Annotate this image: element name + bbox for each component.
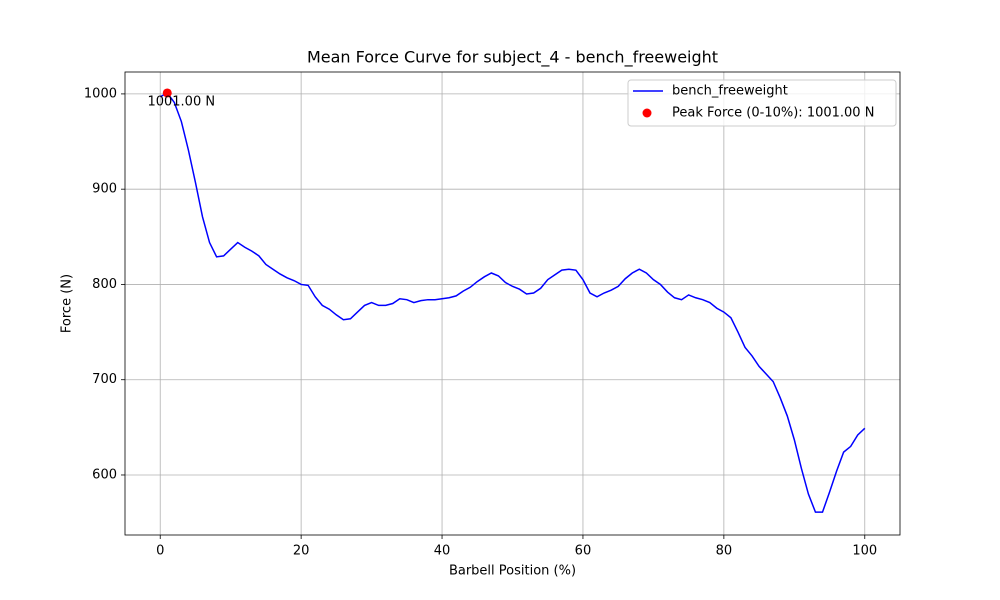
data-line: [159, 91, 866, 513]
y-tick-label: 1000: [84, 86, 117, 101]
legend-label: bench_freeweight: [672, 84, 788, 99]
x-axis-label: Barbell Position (%): [449, 564, 576, 579]
plot-frame: [124, 71, 901, 536]
y-tick-label: 800: [92, 277, 117, 292]
data-point: [162, 88, 172, 98]
y-tick-label: 700: [92, 372, 117, 387]
x-tick-label: 60: [575, 544, 592, 559]
x-tick-label: 20: [293, 544, 310, 559]
y-tick-label: 600: [92, 467, 117, 482]
legend-box: [627, 79, 897, 127]
x-tick-label: 40: [434, 544, 451, 559]
chart-title: Mean Force Curve for subject_4 - bench_f…: [307, 48, 718, 68]
legend-label: Peak Force (0-10%): 1001.00 N: [672, 106, 874, 121]
x-tick-label: 80: [716, 544, 733, 559]
y-tick-label: 900: [92, 182, 117, 197]
x-tick-label: 100: [852, 544, 877, 559]
y-axis-label: Force (N): [60, 274, 75, 333]
annotation: 1001.00 N: [147, 94, 215, 109]
x-tick-label: 0: [156, 544, 164, 559]
legend-swatch: [642, 108, 652, 118]
